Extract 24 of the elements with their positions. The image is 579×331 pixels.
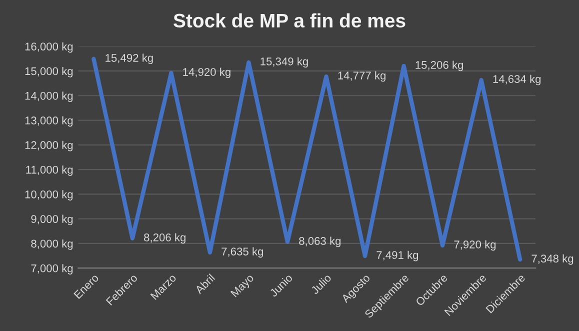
y-tick-label: 14,000 kg — [25, 92, 73, 102]
y-tick-label: 7,000 kg — [31, 264, 73, 274]
data-label: 7,920 kg — [454, 240, 496, 251]
data-label: 14,777 kg — [338, 71, 386, 82]
data-label: 14,634 kg — [493, 74, 541, 86]
data-label: 7,491 kg — [376, 250, 418, 262]
y-tick-label: 10,000 kg — [25, 190, 73, 201]
data-label: 15,206 kg — [416, 60, 463, 72]
data-label: 15,349 kg — [260, 57, 308, 68]
y-tick-label: 16,000 kg — [25, 42, 73, 53]
data-label: 8,063 kg — [299, 236, 341, 248]
y-tick-label: 9,000 kg — [31, 214, 73, 226]
chart-title: Stock de MP a fin de mes — [174, 13, 406, 28]
y-tick-label: 8,000 kg — [31, 239, 73, 250]
y-tick-label: 13,000 kg — [25, 116, 73, 127]
y-tick-label: 11,000 kg — [26, 166, 73, 176]
x-tick-label: Julio — [310, 273, 332, 295]
data-label: 8,206 kg — [144, 233, 186, 244]
y-tick-label: 15,000 kg — [25, 66, 73, 78]
y-tick-label: 12,000 kg — [25, 140, 73, 152]
data-label: 7,348 kg — [532, 254, 574, 265]
data-label: 7,635 kg — [222, 247, 263, 258]
data-label: 14,920 kg — [183, 68, 230, 78]
data-label: 15,492 kg — [106, 54, 153, 64]
